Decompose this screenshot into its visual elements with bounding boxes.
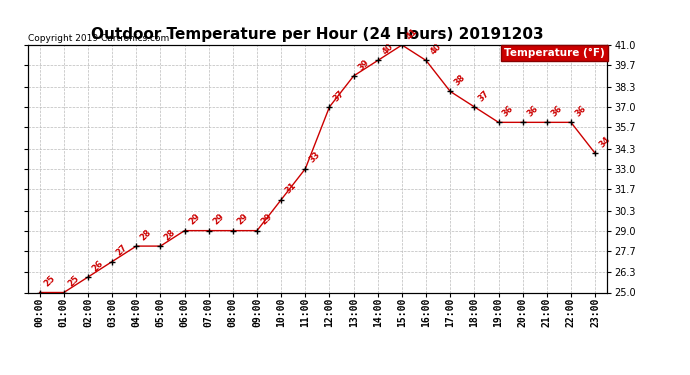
Text: 25: 25 (66, 274, 81, 289)
Text: 29: 29 (211, 212, 226, 227)
Text: 28: 28 (139, 228, 153, 242)
Text: 41: 41 (404, 27, 419, 41)
Text: 36: 36 (525, 104, 540, 118)
Text: 39: 39 (356, 58, 371, 72)
Text: 40: 40 (428, 42, 443, 57)
Text: 38: 38 (453, 73, 467, 87)
Text: 29: 29 (187, 212, 201, 227)
Text: 28: 28 (163, 228, 177, 242)
Text: 36: 36 (501, 104, 515, 118)
Text: 33: 33 (308, 150, 322, 165)
Text: 27: 27 (115, 243, 129, 258)
Text: 36: 36 (549, 104, 564, 118)
Text: 31: 31 (284, 181, 298, 196)
Text: Copyright 2019 Cartronics.com: Copyright 2019 Cartronics.com (28, 33, 169, 42)
Title: Outdoor Temperature per Hour (24 Hours) 20191203: Outdoor Temperature per Hour (24 Hours) … (91, 27, 544, 42)
Text: 34: 34 (598, 135, 612, 149)
Text: 25: 25 (42, 274, 57, 289)
Text: 40: 40 (380, 42, 395, 57)
Text: 36: 36 (573, 104, 588, 118)
Text: 37: 37 (332, 88, 346, 103)
Text: 26: 26 (90, 258, 105, 273)
Text: 37: 37 (477, 88, 491, 103)
Text: 29: 29 (235, 212, 250, 227)
Text: 29: 29 (259, 212, 274, 227)
Text: Temperature (°F): Temperature (°F) (504, 48, 604, 58)
